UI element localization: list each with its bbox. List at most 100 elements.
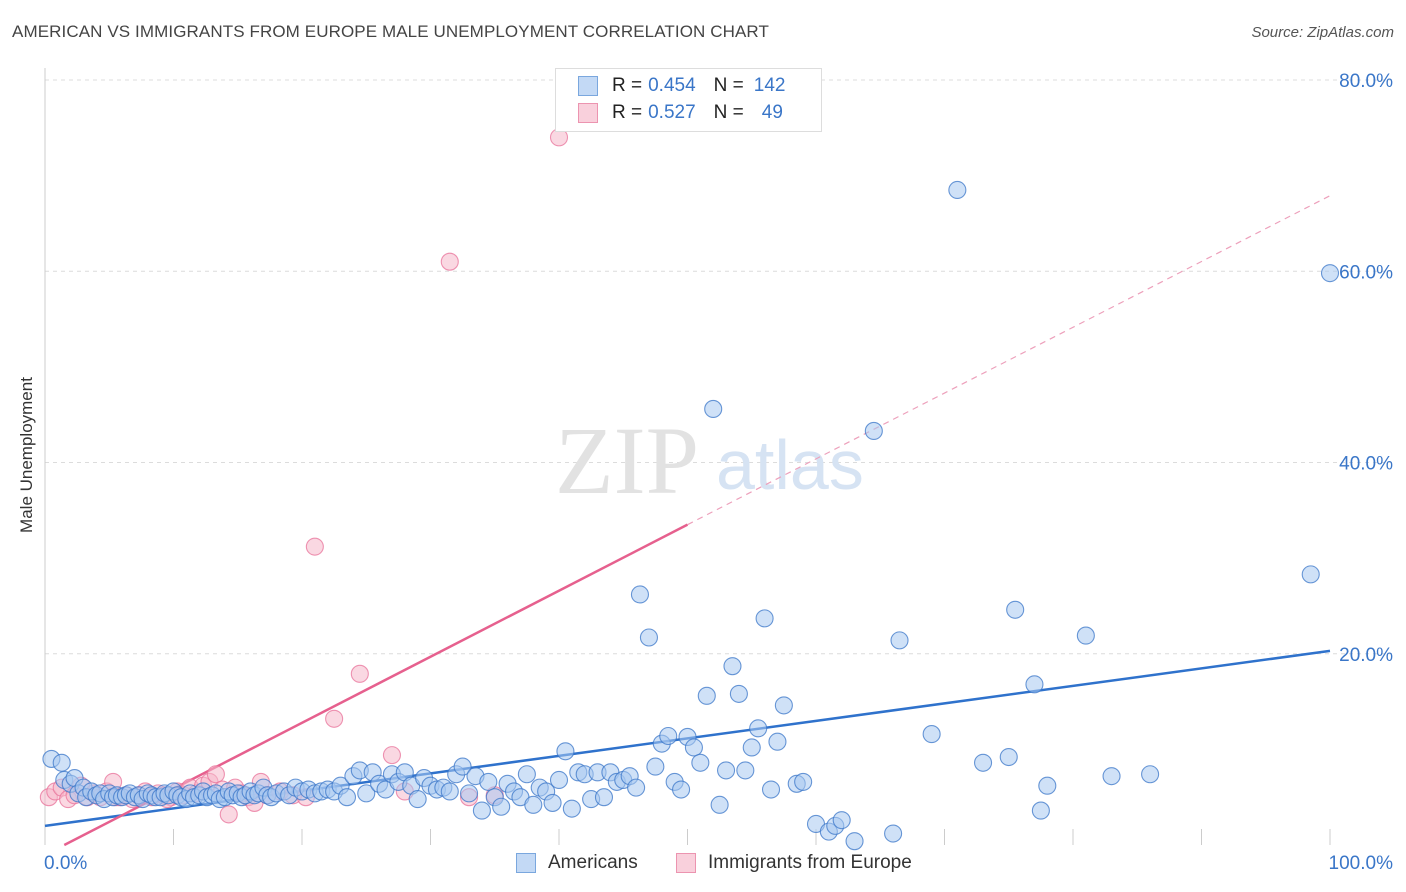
data-point [382,746,402,765]
legend-swatch-americans [516,853,536,873]
data-point [999,747,1018,767]
y-tick-label: 40.0% [1339,454,1393,475]
x-tick-label: 0.0% [44,853,87,874]
data-point [710,795,729,814]
data-point [1031,801,1050,820]
data-point [556,742,575,761]
legend-label-immigrants: Immigrants from Europe [708,852,912,873]
data-point [459,784,479,803]
data-point [524,795,543,814]
legend-item-immigrants[interactable]: Immigrants from Europe [676,852,912,874]
y-tick-label: 20.0% [1339,645,1393,666]
data-point [691,753,710,772]
n-value: 142 [753,75,786,96]
n-value: 49 [761,102,783,123]
data-point [594,788,614,807]
r-value: 0.454 [648,75,696,96]
data-point [492,797,511,816]
data-point [774,696,793,715]
data-point [305,537,324,556]
data-point [832,811,851,830]
data-point [453,757,472,776]
data-point [864,421,883,440]
r-label: R = [612,102,643,123]
data-point [1006,600,1025,619]
data-point [845,832,864,851]
legend-row-americans: R = 0.454 N = 142 [578,73,791,99]
series-legend: Americans Immigrants from Europe [0,852,1406,878]
legend-row-immigrants: R = 0.527 N = 49 [578,100,789,126]
data-point [890,631,909,650]
data-point [440,252,459,271]
data-point [52,753,71,772]
data-point [884,824,903,843]
data-point [973,753,993,772]
trend-extension-immigrants [687,195,1331,526]
data-point [472,801,491,820]
watermark: ZIP atlas [555,407,864,514]
data-point [357,784,376,803]
source-note: Source: ZipAtlas.com [1251,24,1394,41]
data-point [729,684,748,703]
data-point [440,782,459,801]
data-point [794,772,813,791]
data-point [630,585,650,604]
data-point [337,788,357,807]
watermark-zip: ZIP [555,407,699,514]
data-point [549,770,569,790]
data-point [562,799,581,818]
data-point [219,805,238,824]
data-point [1076,626,1095,645]
data-point [1301,565,1320,584]
data-point [768,732,787,751]
correlation-legend: R = 0.454 N = 142 R = 0.527 N = 49 [555,68,822,132]
chart-title: AMERICAN VS IMMIGRANTS FROM EUROPE MALE … [12,22,769,41]
r-label: R = [612,75,643,96]
data-point [659,726,678,746]
data-point [697,686,716,705]
axes [44,68,1331,845]
data-point [408,790,427,809]
data-point [1025,675,1044,694]
data-point [704,399,723,419]
data-point [749,719,768,738]
data-point [639,628,659,647]
data-point [922,725,941,744]
grid-lines [45,79,1392,655]
data-point [684,738,703,757]
data-point [350,664,369,683]
data-point [1102,767,1121,786]
data-point [1320,264,1340,283]
data-point [206,765,225,784]
n-label: N = [713,75,744,96]
data-point [1141,765,1160,784]
data-point [716,761,736,780]
data-point [672,780,691,799]
data-point [1038,776,1057,795]
data-point [646,757,665,776]
data-point [627,778,646,797]
legend-label-americans: Americans [548,852,638,873]
data-point [723,657,742,676]
data-point [517,765,536,784]
data-point [543,793,562,812]
n-label: N = [713,102,744,123]
x-tick-label: 100.0% [1329,853,1394,874]
data-point [761,780,781,799]
data-point [948,180,967,200]
data-point [742,738,761,757]
y-tick-label: 60.0% [1339,262,1393,283]
tick-labels: 20.0% 40.0% 60.0% 80.0% 0.0% 100.0% [44,71,1393,874]
data-point [755,609,774,628]
legend-swatch-immigrants [676,853,696,873]
legend-swatch-americans [578,76,598,96]
data-point [325,709,344,728]
data-points [39,128,1340,851]
legend-swatch-immigrants [578,103,598,123]
data-point [736,761,755,780]
data-point [479,772,498,791]
watermark-atlas: atlas [716,426,864,504]
r-value: 0.527 [648,102,696,123]
legend-item-americans[interactable]: Americans [516,852,638,874]
